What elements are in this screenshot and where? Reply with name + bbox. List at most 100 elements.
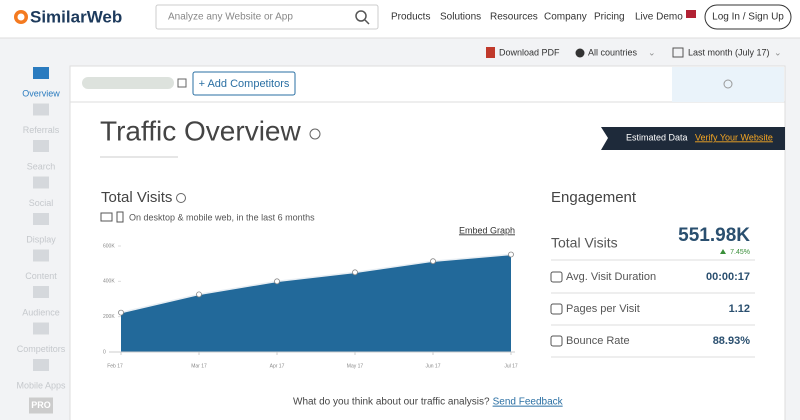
flag-icon[interactable] [686, 10, 696, 18]
sidebar-item[interactable]: Referrals [23, 125, 60, 135]
point [352, 269, 358, 276]
nav: Products Solutions Resources Company Pricing… [391, 12, 683, 23]
pro-badge [29, 397, 53, 414]
search-icon-handle [364, 19, 370, 25]
x-tick-label: Mar 17 [191, 363, 207, 369]
sidebar-icon [33, 322, 49, 335]
y-tick-label: 400K [103, 279, 115, 285]
sidebar-item[interactable]: PRO [31, 400, 51, 410]
sidebar-icon [33, 103, 49, 116]
info-icon[interactable] [309, 128, 321, 140]
pdf-icon [486, 47, 495, 58]
add-competitors-button[interactable] [192, 71, 296, 96]
login-button[interactable] [704, 4, 792, 30]
sidebar-icon [33, 286, 49, 298]
banner-text: Estimated Data [626, 132, 688, 142]
sidebar-item[interactable]: Content [25, 271, 57, 281]
search-box[interactable] [155, 4, 379, 30]
change-arrow [720, 249, 726, 254]
engagement-label: Bounce Rate [566, 335, 630, 347]
sidebar-icon [33, 249, 49, 262]
estimated-banner [601, 127, 785, 150]
external-link-icon[interactable] [177, 78, 187, 88]
row-icon [550, 303, 563, 315]
competitor-slot [672, 67, 784, 102]
main-panel [69, 65, 786, 420]
sidebar-icon [33, 140, 49, 152]
point [196, 291, 202, 298]
embed-graph-link[interactable]: Embed Graph [459, 225, 515, 235]
chevron: ⌄ [648, 47, 656, 57]
row-icon [550, 335, 563, 347]
info-icon[interactable] [176, 193, 186, 203]
nav-item[interactable]: Pricing [594, 12, 625, 23]
nav-item[interactable]: Products [391, 12, 430, 23]
engagement-value: 1.12 [729, 303, 750, 315]
sidebar-item[interactable]: Mobile Apps [16, 380, 66, 390]
total-visits-change: 7.45% [730, 249, 750, 256]
section-subtitle: On desktop & mobile web, in the last 6 m… [129, 212, 315, 222]
x-tick-label: Jul 17 [504, 363, 518, 369]
sidebar-item[interactable]: Display [26, 234, 56, 244]
total-visits-label: Total Visits [551, 235, 618, 251]
sidebar-item[interactable]: Overview [22, 88, 60, 98]
x-tick-label: Jun 17 [425, 363, 440, 369]
sidebar-item[interactable]: Audience [22, 307, 60, 317]
section-heading: Total Visits [101, 189, 172, 206]
sidebar-icon [33, 213, 49, 225]
sidebar-item[interactable]: Competitors [17, 344, 66, 354]
engagement-rows: Avg. Visit Duration 00:00:17 Pages per Vis… [550, 259, 755, 358]
total-visits-value: 551.98K [678, 225, 750, 246]
engagement-heading: Engagement [551, 189, 637, 206]
verify-link[interactable]: Verify Your Website [695, 132, 773, 142]
x-tick-label: May 17 [347, 363, 364, 369]
sidebar-item[interactable]: Social [29, 198, 54, 208]
point [508, 251, 514, 258]
sidebar-icon [33, 176, 49, 189]
search-placeholder: Analyze any Website or App [168, 12, 293, 23]
blurred-domain [82, 77, 174, 89]
country-select[interactable]: All countries [588, 47, 638, 57]
x-tick-label: Feb 17 [107, 363, 123, 369]
engagement-label: Pages per Visit [566, 303, 640, 315]
globe-icon [575, 48, 585, 58]
line [120, 253, 512, 314]
page-title: Traffic Overview [100, 115, 301, 146]
search-icon[interactable] [355, 10, 367, 22]
point [430, 258, 436, 265]
nav-item[interactable]: Solutions [440, 12, 481, 23]
chevron: ⌄ [774, 47, 782, 57]
engagement-label: Avg. Visit Duration [566, 271, 656, 283]
period-select[interactable]: Last month (July 17) [688, 47, 770, 57]
download-pdf[interactable]: Download PDF [499, 47, 560, 57]
add-competitors-label: + Add Competitors [199, 78, 290, 90]
engagement-value: 88.93% [713, 335, 751, 347]
desktop-icon [100, 212, 113, 222]
calendar-icon [672, 47, 684, 58]
area [121, 254, 511, 352]
y-tick-label: 600K [103, 243, 115, 249]
y-tick-label: 200K [103, 314, 115, 320]
feedback-text: What do you think about our traffic anal… [293, 397, 490, 408]
chart: 0 200K 400K 600K Feb 17 Mar 17 Apr 17 May 17 Jun… [103, 243, 518, 369]
point [274, 278, 280, 285]
help-icon[interactable] [723, 79, 733, 89]
feedback-link[interactable]: Send Feedback [493, 397, 564, 408]
mobile-icon [116, 211, 124, 223]
nav-item[interactable]: Live Demo [635, 12, 683, 23]
sidebar-icon [33, 67, 49, 79]
logo-icon-inner [17, 13, 25, 21]
sidebar-icon [33, 359, 49, 371]
row-icon [550, 271, 563, 283]
sidebar: Overview Referrals Search Social Display Cont… [16, 67, 66, 414]
nav-item[interactable]: Resources [490, 12, 538, 23]
sidebar-item[interactable]: Search [27, 161, 56, 171]
point [118, 309, 124, 316]
y-tick-label: 0 [103, 349, 106, 355]
logo: SimilarWeb [30, 7, 122, 26]
engagement-value: 00:00:17 [706, 271, 750, 283]
header-bar [0, 0, 800, 38]
nav-item[interactable]: Company [544, 12, 587, 23]
login-label: Log In / Sign Up [712, 12, 784, 23]
